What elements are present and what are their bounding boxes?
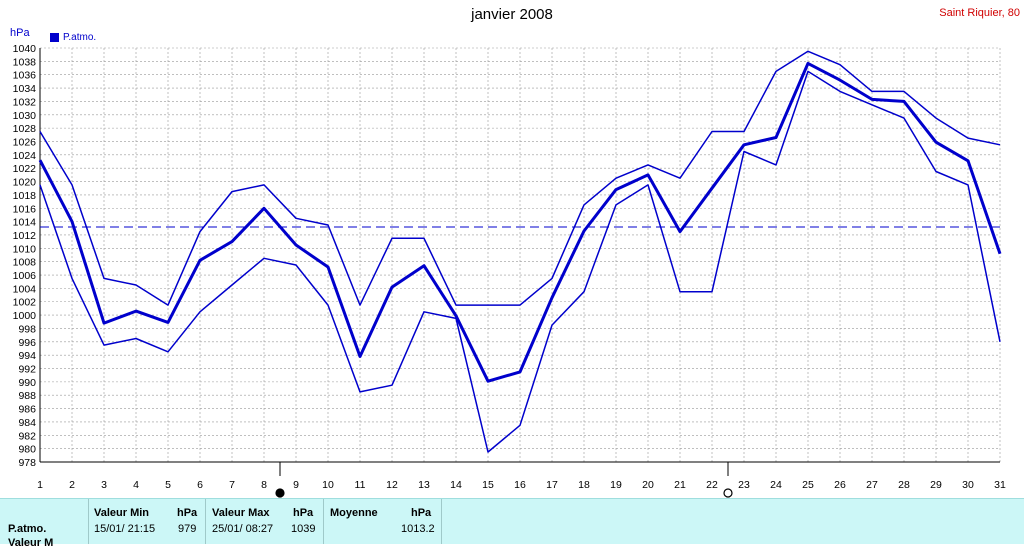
y-tick-label: 988	[18, 390, 36, 402]
legend-label: P.atmo.	[63, 32, 97, 43]
x-tick-label: 16	[514, 479, 526, 491]
y-tick-label: 1022	[13, 163, 37, 175]
mean-unit: hPa	[411, 507, 432, 519]
y-tick-label: 980	[18, 444, 36, 456]
x-tick-label: 28	[898, 479, 910, 491]
min-header: Valeur Min	[94, 507, 150, 519]
y-tick-label: 978	[18, 457, 36, 469]
series-line-min	[39, 70, 1001, 453]
x-tick-label: 21	[674, 479, 686, 491]
y-tick-label: 992	[18, 364, 36, 376]
y-tick-label: 996	[18, 337, 36, 349]
series-line-mean	[38, 61, 1002, 383]
y-tick-label: 1030	[13, 110, 37, 122]
x-tick-label: 27	[866, 479, 878, 491]
y-tick-label: 1028	[13, 123, 37, 135]
max-header: Valeur Max	[212, 507, 270, 519]
y-tick-label: 1032	[13, 96, 37, 108]
mean-header: Moyenne	[330, 507, 378, 519]
stats-separator	[323, 499, 324, 544]
chart-title: janvier 2008	[471, 6, 553, 23]
x-tick-label: 10	[322, 479, 334, 491]
legend-swatch	[50, 33, 59, 42]
y-tick-label: 1014	[13, 217, 37, 229]
mean-value: 1013.2	[401, 523, 435, 535]
x-tick-label: 9	[293, 479, 299, 491]
y-tick-label: 1038	[13, 56, 37, 68]
x-tick-label: 7	[229, 479, 235, 491]
x-tick-label: 24	[770, 479, 782, 491]
y-tick-label: 1024	[13, 150, 37, 162]
y-tick-label: 994	[18, 350, 36, 362]
legend: P.atmo.	[50, 32, 96, 43]
station-name: Saint Riquier, 80	[939, 7, 1020, 19]
x-tick-label: 29	[930, 479, 942, 491]
max-value: 1039	[291, 523, 316, 535]
x-tick-label: 20	[642, 479, 654, 491]
min-unit: hPa	[177, 507, 198, 519]
x-tick-label: 26	[834, 479, 846, 491]
x-tick-label: 11	[355, 479, 366, 491]
y-tick-label: 1036	[13, 70, 37, 82]
x-tick-label: 17	[546, 479, 558, 491]
y-tick-label: 1016	[13, 203, 37, 215]
x-tick-label: 5	[165, 479, 171, 491]
y-tick-label: 1012	[13, 230, 37, 242]
y-tick-label: 986	[18, 404, 36, 416]
y-tick-label: 1002	[13, 297, 37, 309]
y-tick-label: 1018	[13, 190, 37, 202]
x-tick-label: 30	[962, 479, 974, 491]
x-tick-label: 1	[37, 479, 43, 491]
stats-panel: P.atmo. Valeur M Valeur Min hPa 15/01/ 2…	[0, 498, 1024, 549]
x-tick-label: 22	[706, 479, 718, 491]
min-value: 979	[178, 523, 197, 535]
y-tick-label: 1006	[13, 270, 37, 282]
x-tick-label: 12	[386, 479, 398, 491]
y-tick-label: 1026	[13, 136, 37, 148]
y-tick-label: 1000	[13, 310, 37, 322]
x-tick-label: 3	[101, 479, 107, 491]
x-tick-label: 23	[738, 479, 750, 491]
y-tick-label: 1020	[13, 177, 37, 189]
max-date: 25/01/ 08:27	[212, 523, 274, 535]
stats-separator	[88, 499, 89, 544]
full-moon-marker	[723, 488, 733, 498]
y-tick-label: 1040	[13, 43, 37, 55]
y-tick-label: 990	[18, 377, 36, 389]
x-tick-label: 19	[610, 479, 622, 491]
y-tick-label: 982	[18, 430, 36, 442]
min-date: 15/01/ 21:15	[94, 523, 156, 535]
x-tick-label: 25	[802, 479, 814, 491]
x-tick-label: 2	[69, 479, 75, 491]
x-tick-label: 18	[578, 479, 590, 491]
new-moon-marker	[275, 488, 285, 498]
x-tick-label: 4	[133, 479, 139, 491]
y-tick-label: 984	[18, 417, 36, 429]
y-tick-label: 1034	[13, 83, 37, 95]
y-tick-label: 998	[18, 323, 36, 335]
x-tick-label: 13	[418, 479, 430, 491]
stats-row-label-2: Valeur M	[8, 537, 54, 549]
y-tick-label: 1010	[13, 243, 37, 255]
stats-separator	[205, 499, 206, 544]
series-line-max	[39, 50, 1001, 306]
x-tick-label: 8	[261, 479, 267, 491]
y-tick-label: 1004	[13, 283, 37, 295]
x-tick-label: 31	[994, 479, 1006, 491]
y-axis-unit: hPa	[10, 27, 30, 39]
stats-separator	[441, 499, 442, 544]
pressure-chart: 9789809829849869889909929949969981000100…	[13, 43, 1006, 498]
stats-row-label: P.atmo.	[8, 523, 47, 535]
x-tick-label: 6	[197, 479, 203, 491]
y-tick-label: 1008	[13, 257, 37, 269]
x-tick-label: 14	[450, 479, 462, 491]
x-tick-label: 15	[482, 479, 494, 491]
max-unit: hPa	[293, 507, 314, 519]
